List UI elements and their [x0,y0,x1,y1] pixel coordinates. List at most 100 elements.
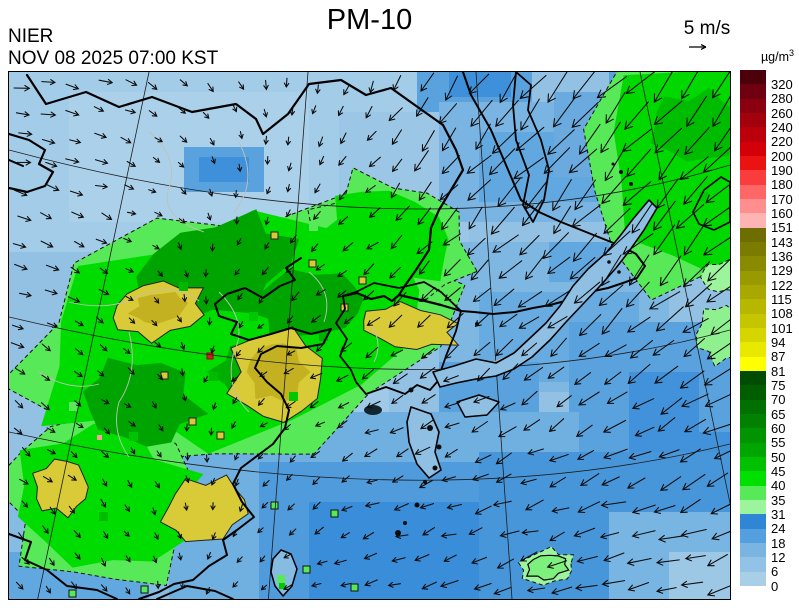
wind-arrow-icon [391,475,404,483]
datetime-label: NOV 08 2025 07:00 KST [8,48,219,69]
wind-arrow-icon [46,322,58,328]
wind-arrow-icon [257,398,265,406]
wind-arrow-icon [495,99,519,127]
wind-arrow-icon [206,212,212,221]
wind-arrow-icon [652,339,675,356]
wind-arrow-icon [365,241,379,250]
wind-arrow-icon [658,449,680,459]
wind-arrow-icon [488,148,516,176]
wind-arrow-icon [414,446,431,456]
wind-arrow-icon [527,448,544,456]
wind-arrow-icon [679,370,705,389]
wind-arrow-icon [310,315,321,323]
wind-arrow-icon [495,452,512,465]
colorbar-block [740,285,766,300]
pm10-cell [270,501,279,510]
colorbar-block [740,457,766,472]
wind-arrow-icon [285,266,294,273]
wind-arrow-icon [601,579,626,588]
colorbar-level-label: 40 [771,478,786,494]
wind-arrow-icon [206,317,213,326]
wind-arrow-icon [603,371,622,385]
wind-arrow-icon [492,500,512,508]
wind-arrow-icon [238,130,244,140]
pm10-plume [525,554,570,581]
colorbar-level-label: 55 [771,435,786,451]
wind-arrow-icon [679,156,709,181]
wind-arrow-icon [702,147,730,173]
wind-arrow-icon [495,473,512,483]
wind-arrow-icon [232,529,238,538]
small-island [414,502,420,508]
wind-arrow-icon [466,154,492,174]
wind-arrow-icon [446,503,463,510]
wind-arrow-icon [442,375,459,383]
small-island [607,260,611,264]
shade-patch [199,157,249,182]
wind-arrow-icon [604,149,625,182]
wind-arrow-icon [442,233,461,246]
colorbar-block [740,328,766,343]
wind-arrow-icon [420,419,435,430]
wind-arrow-icon [177,242,183,251]
wind-arrow-icon [176,315,182,323]
wind-arrow-icon [571,101,599,129]
pm10-cell [216,431,225,440]
pm10-plume [315,190,449,293]
wind-arrow-icon [13,189,28,197]
wind-arrow-icon [682,318,709,333]
wind-arrow-icon [70,451,78,459]
wind-arrow-icon [315,289,326,296]
pm10-plume [127,291,189,325]
wind-arrow-icon [179,135,188,143]
wind-arrow-icon [205,587,211,595]
colorbar-level-label: 94 [771,334,786,350]
colorbar-block [740,342,766,358]
wind-arrow-icon [547,366,565,379]
wind-arrow-icon [476,367,491,382]
wind-arrow-icon [67,474,78,481]
wind-arrow-icon [98,288,110,296]
wind-arrow-icon [681,72,699,100]
wind-arrow-icon [183,270,189,279]
wind-arrow-icon [257,453,264,460]
wind-arrow-icon [653,505,676,514]
wind-arrow-icon [659,476,682,491]
wind-arrow-icon [184,452,191,462]
wind-arrow-icon [444,422,460,429]
wind-arrow-icon [180,342,186,351]
wind-arrow-icon [264,216,270,226]
wind-arrow-icon [439,580,459,589]
wind-arrow-icon [446,312,464,329]
wind-arrow-icon [471,473,489,482]
pm10-cell [270,231,279,240]
wind-arrow-icon [626,557,652,566]
colorbar-block [740,485,766,501]
wind-arrow-icon [470,259,489,281]
wind-arrow-icon [394,533,409,539]
wind-arrow-icon [125,295,134,301]
small-island [629,182,633,186]
wind-arrow-icon [122,347,131,355]
wind-arrow-icon [41,138,56,145]
wind-arrow-icon [363,263,375,276]
wind-arrow-icon [468,527,483,536]
wind-arrow-icon [499,313,518,328]
wind-arrow-icon [648,291,681,310]
wind-arrow-icon [283,423,291,431]
coastline [456,394,500,418]
wind-arrow-icon [517,291,543,308]
pm10-cell [129,432,138,441]
wind-arrow-icon [521,199,543,227]
colorbar-block [740,313,766,329]
colorbar-level-label: 50 [771,449,786,465]
wind-arrow-icon [574,583,598,592]
wind-arrow-icon [12,242,27,249]
wind-arrow-icon [152,244,160,250]
wind-arrow-icon [19,478,30,485]
wind-arrow-icon [420,348,435,359]
wind-arrow-icon [310,243,319,253]
wind-arrow-icon [289,234,297,244]
wind-arrow-icon [686,95,708,128]
wind-arrow-icon [46,427,56,433]
